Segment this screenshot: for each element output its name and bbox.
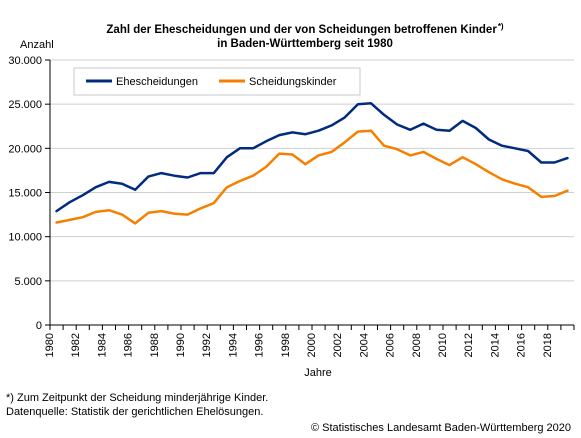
chart-title-footnote-marker: *) [498,22,504,31]
x-tick-label: 1988 [149,333,161,357]
y-tick-label: 5.000 [14,276,42,288]
legend: Ehescheidungen Scheidungskinder [73,67,361,96]
x-tick-label: 1994 [227,333,239,357]
x-tick-label: 1990 [175,333,187,357]
chart-title-line2: in Baden-Württemberg seit 1980 [217,38,393,50]
y-axis-ticks: 0 5.000 10.000 15.000 20.000 25.000 30.000 [8,55,50,332]
x-tick-label: 2016 [516,333,528,357]
x-tick-label: 2002 [332,333,344,357]
x-tick-label: 2008 [411,333,423,357]
x-tick-label: 1980 [44,333,56,357]
x-tick-label: 2000 [306,333,318,357]
x-axis-label: Jahre [304,367,332,379]
y-tick-label: 25.000 [8,99,42,111]
footnote-definition: *) Zum Zeitpunkt der Scheidung minderjäh… [6,392,269,404]
x-tick-label: 1996 [254,333,266,357]
x-tick-label: 2010 [437,333,449,357]
x-tick-label: 2006 [385,333,397,357]
x-tick-label: 1998 [280,333,292,357]
x-tick-label: 2004 [358,333,370,357]
legend-box [73,67,361,96]
x-tick-label: 1986 [123,333,135,357]
x-tick-label: 1982 [70,333,82,357]
y-axis-label: Anzahl [20,39,54,51]
y-tick-label: 20.000 [8,143,42,155]
x-axis-ticks: 1980 1982 1984 1986 1988 1990 1992 1994 1996 1998… [44,325,575,357]
x-tick-label: 1984 [96,333,108,357]
x-tick-label: 1992 [201,333,213,357]
y-tick-label: 15.000 [8,188,42,200]
footnote-source: Datenquelle: Statistik der gerichtlichen… [6,406,264,418]
series-lines [55,102,569,225]
x-tick-label: 2012 [463,333,475,357]
x-tick-label: 2014 [489,333,501,357]
series-line-ehescheidungen [55,102,569,213]
series-line-scheidungskinder [55,129,569,225]
y-tick-label: 10.000 [8,232,42,244]
grid-lines [50,59,574,282]
chart-title-line1: Zahl der Ehescheidungen und der von Sche… [106,22,504,36]
x-tick-label: 2018 [542,333,554,357]
axes [49,60,574,326]
y-tick-label: 0 [36,320,42,332]
y-tick-label: 30.000 [8,55,42,67]
copyright-notice: © Statistisches Landesamt Baden-Württemb… [310,422,571,434]
legend-label-scheidungskinder: Scheidungskinder [249,76,337,88]
legend-label-ehescheidungen: Ehescheidungen [116,76,198,88]
